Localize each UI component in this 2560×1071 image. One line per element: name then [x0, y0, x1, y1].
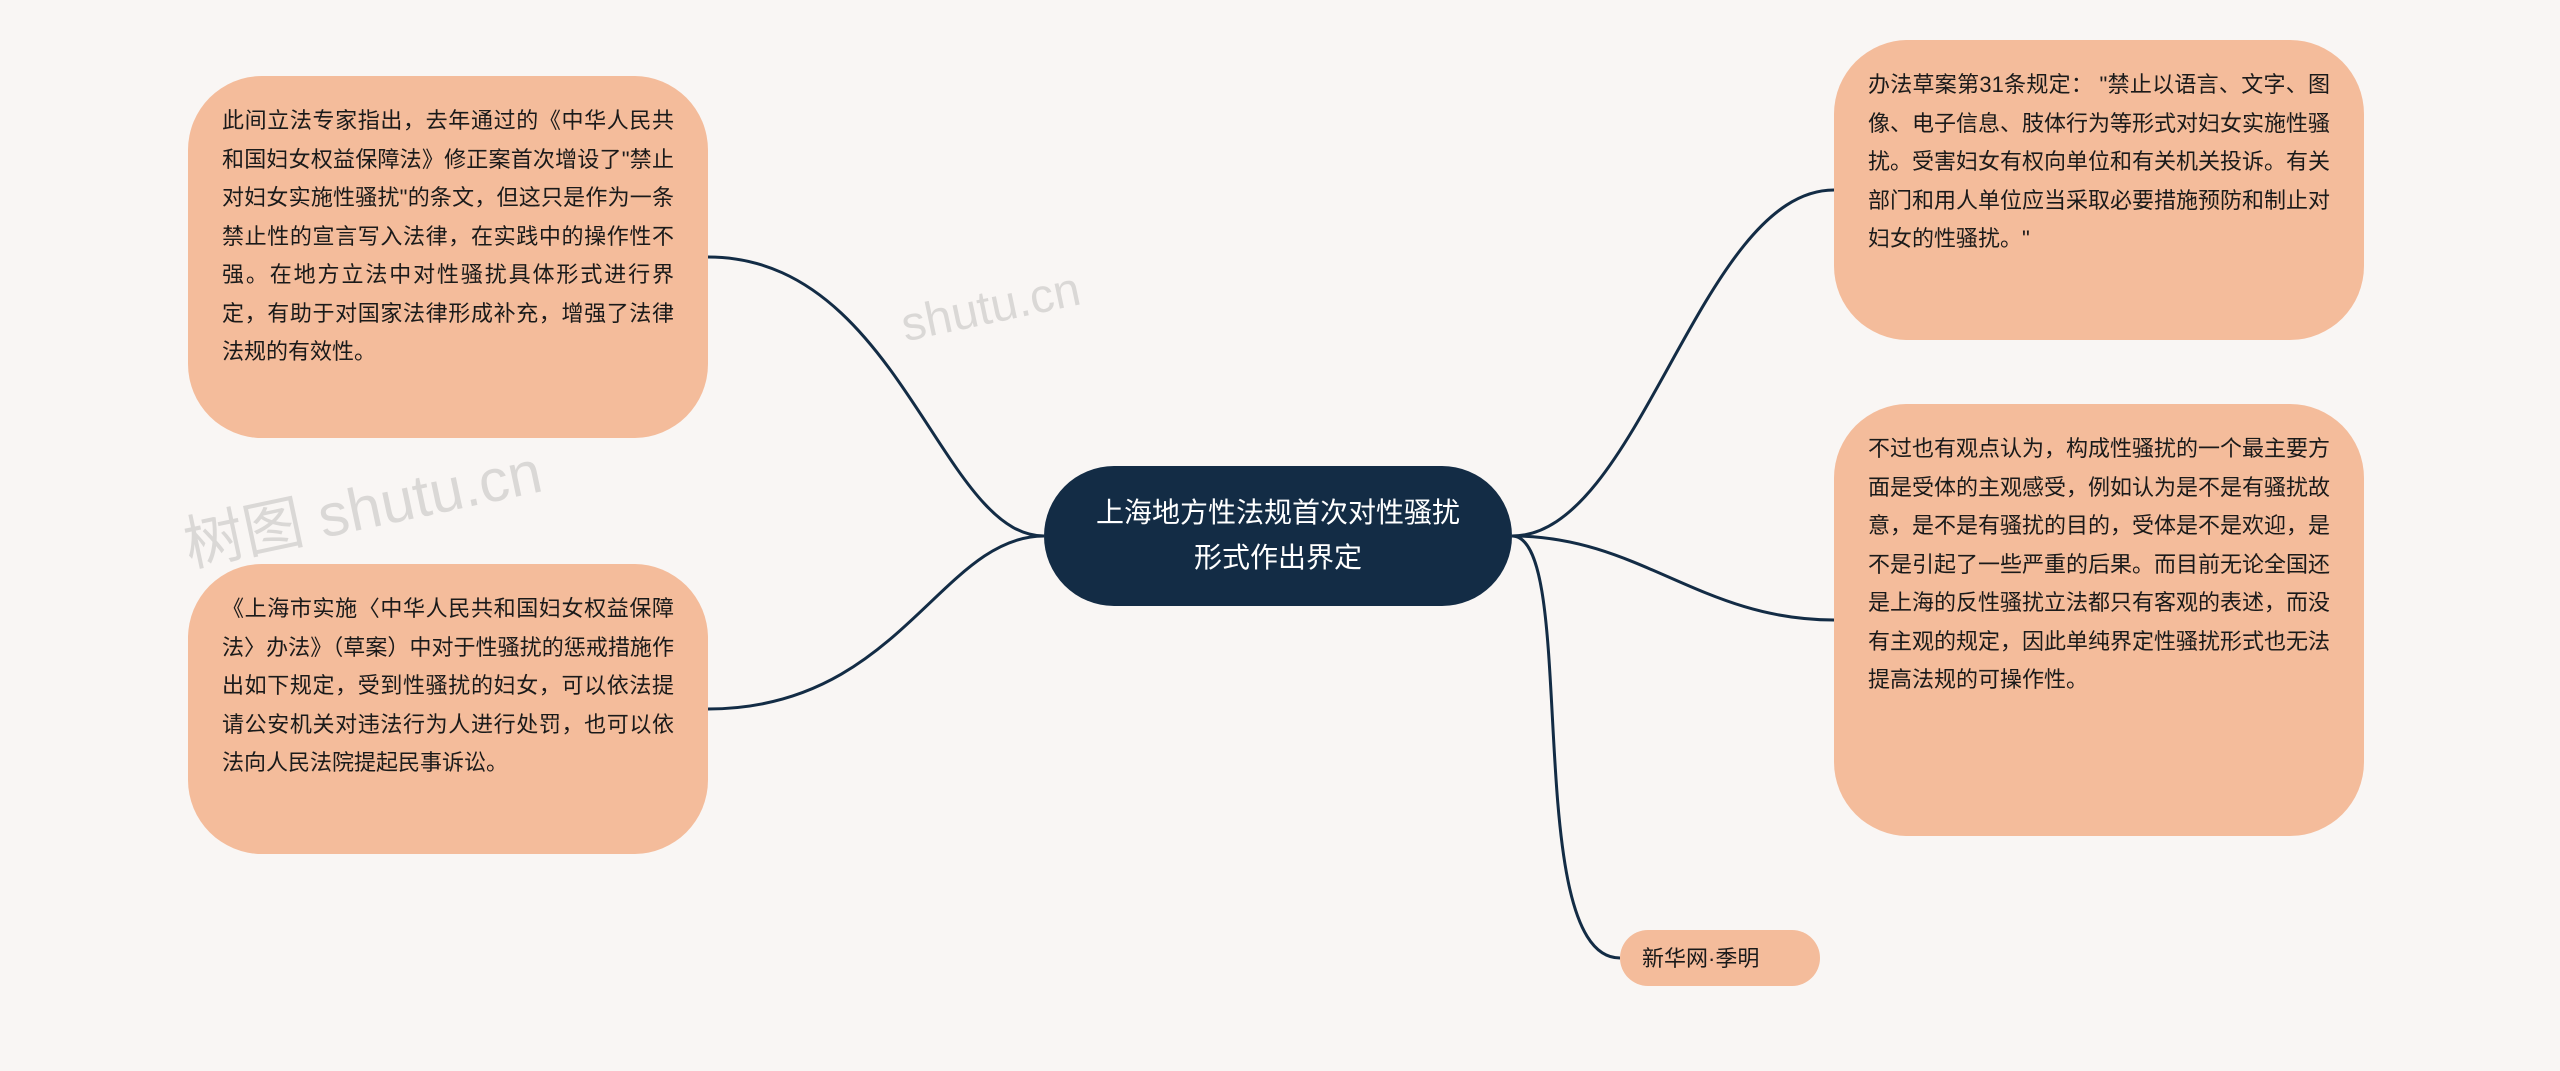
watermark: 树图 shutu.cn — [175, 423, 549, 584]
connector-line — [708, 536, 1044, 709]
branch-text: 不过也有观点认为，构成性骚扰的一个最主要方面是受体的主观感受，例如认为是不是有骚… — [1868, 436, 2330, 692]
branch-node-article-31[interactable]: 办法草案第31条规定： "禁止以语言、文字、图像、电子信息、肢体行为等形式对妇女… — [1834, 40, 2364, 340]
branch-text: 办法草案第31条规定： "禁止以语言、文字、图像、电子信息、肢体行为等形式对妇女… — [1868, 72, 2330, 251]
connector-line — [1512, 536, 1834, 620]
connector-line — [1512, 190, 1834, 536]
branch-node-expert-comment[interactable]: 此间立法专家指出，去年通过的《中华人民共和国妇女权益保障法》修正案首次增设了"禁… — [188, 76, 708, 438]
branch-text: 此间立法专家指出，去年通过的《中华人民共和国妇女权益保障法》修正案首次增设了"禁… — [222, 108, 674, 364]
center-topic[interactable]: 上海地方性法规首次对性骚扰形式作出界定 — [1044, 466, 1512, 606]
branch-text: 《上海市实施〈中华人民共和国妇女权益保障法〉办法》（草案）中对于性骚扰的惩戒措施… — [222, 596, 674, 775]
connector-line — [1512, 536, 1620, 958]
branch-node-punishment-measures[interactable]: 《上海市实施〈中华人民共和国妇女权益保障法〉办法》（草案）中对于性骚扰的惩戒措施… — [188, 564, 708, 854]
branch-node-source[interactable]: 新华网·季明 — [1620, 930, 1820, 986]
center-topic-label: 上海地方性法规首次对性骚扰形式作出界定 — [1084, 491, 1472, 581]
watermark: shutu.cn — [896, 262, 1085, 354]
branch-node-counter-opinion[interactable]: 不过也有观点认为，构成性骚扰的一个最主要方面是受体的主观感受，例如认为是不是有骚… — [1834, 404, 2364, 836]
connector-line — [708, 257, 1044, 536]
branch-text: 新华网·季明 — [1642, 946, 1759, 971]
mindmap-canvas: 树图 shutu.cn shutu.cn 树图 shutu.cn 上海地方性法规… — [0, 0, 2560, 1071]
